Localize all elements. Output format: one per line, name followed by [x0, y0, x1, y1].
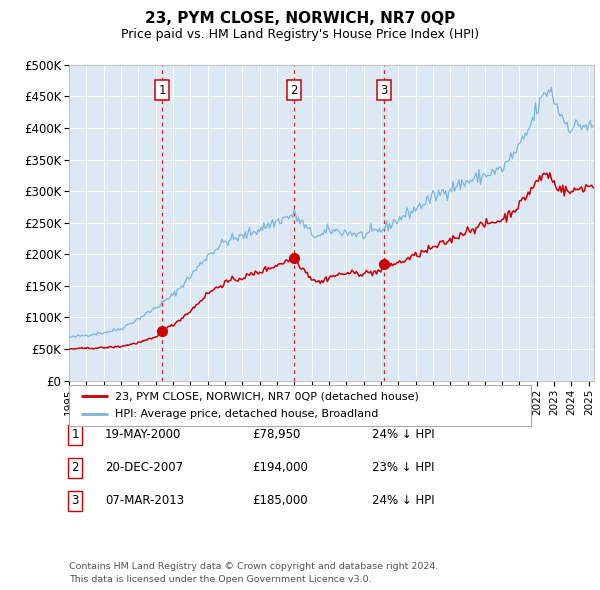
Text: 23% ↓ HPI: 23% ↓ HPI [372, 461, 434, 474]
Text: £78,950: £78,950 [252, 428, 301, 441]
Text: HPI: Average price, detached house, Broadland: HPI: Average price, detached house, Broa… [115, 409, 379, 419]
Text: 24% ↓ HPI: 24% ↓ HPI [372, 494, 434, 507]
Text: 23, PYM CLOSE, NORWICH, NR7 0QP: 23, PYM CLOSE, NORWICH, NR7 0QP [145, 11, 455, 25]
Text: 23, PYM CLOSE, NORWICH, NR7 0QP (detached house): 23, PYM CLOSE, NORWICH, NR7 0QP (detache… [115, 391, 419, 401]
Text: £194,000: £194,000 [252, 461, 308, 474]
Text: 24% ↓ HPI: 24% ↓ HPI [372, 428, 434, 441]
Text: Contains HM Land Registry data © Crown copyright and database right 2024.: Contains HM Land Registry data © Crown c… [69, 562, 439, 571]
Text: 2: 2 [290, 84, 298, 97]
Text: 1: 1 [158, 84, 166, 97]
Text: £185,000: £185,000 [252, 494, 308, 507]
Text: 1: 1 [71, 428, 79, 441]
Text: 2: 2 [71, 461, 79, 474]
Text: This data is licensed under the Open Government Licence v3.0.: This data is licensed under the Open Gov… [69, 575, 371, 584]
Text: 19-MAY-2000: 19-MAY-2000 [105, 428, 181, 441]
Text: Price paid vs. HM Land Registry's House Price Index (HPI): Price paid vs. HM Land Registry's House … [121, 28, 479, 41]
Text: 3: 3 [380, 84, 388, 97]
Text: 07-MAR-2013: 07-MAR-2013 [105, 494, 184, 507]
Text: 3: 3 [71, 494, 79, 507]
Text: 20-DEC-2007: 20-DEC-2007 [105, 461, 183, 474]
